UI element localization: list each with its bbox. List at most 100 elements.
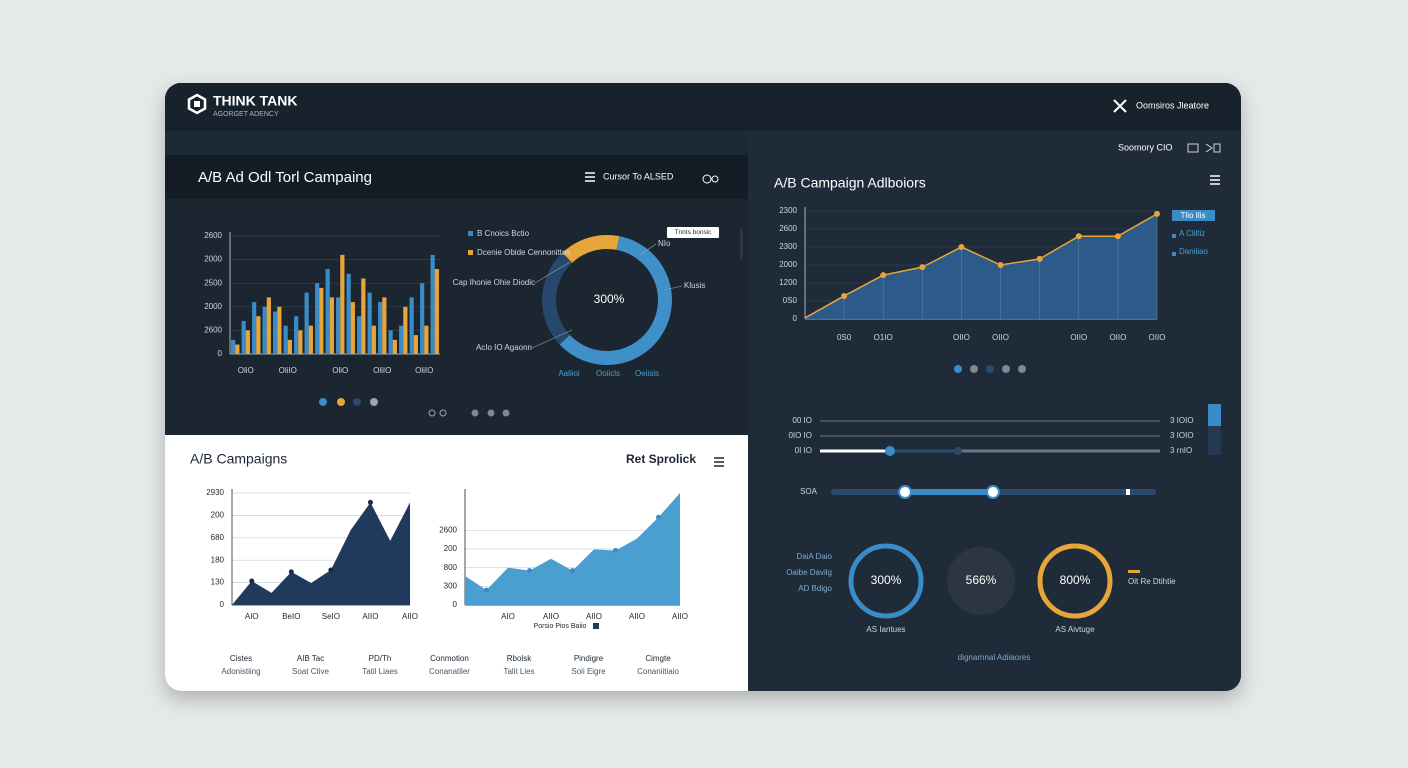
callout-line (534, 261, 571, 284)
bar (241, 320, 246, 354)
ring-legend: Oit Re Dtihtie (1128, 577, 1176, 586)
tagline: AGORGET ADENCY (213, 111, 279, 118)
filter[interactable]: Cursor To ALSED (603, 171, 674, 181)
dot[interactable] (319, 398, 327, 406)
x-tick-label: OIIO (992, 333, 1009, 342)
panel-title: A/B Campaigns (190, 451, 287, 467)
legend-swatch (1172, 252, 1176, 256)
legend-label: Daniiiao (1179, 247, 1208, 256)
panel-title: A/B Ad Odl Torl Campaing (198, 169, 372, 186)
menu-icon[interactable] (1210, 175, 1220, 185)
bar (252, 302, 257, 354)
bar (357, 316, 362, 354)
bar (424, 325, 429, 354)
legend-label: A Cliltiz (1179, 229, 1205, 238)
menu-icon[interactable] (714, 457, 724, 467)
point (328, 567, 334, 573)
scrollbar[interactable] (740, 228, 743, 260)
dot[interactable] (954, 365, 962, 373)
panel-action[interactable]: Ret Sprolick (626, 452, 696, 466)
dot[interactable] (970, 365, 978, 373)
x-tick-label: OIIO (1149, 333, 1166, 342)
donut-segment (559, 236, 672, 365)
dot[interactable] (337, 398, 345, 406)
slider-left: 0IO IO (788, 431, 812, 440)
callout: AcIo IO Agaonn (476, 343, 532, 352)
close-icon[interactable] (1113, 99, 1127, 113)
x-tick-label: OIIO (1070, 333, 1087, 342)
y-tick-label: 2600 (439, 525, 457, 534)
ring-value: 300% (871, 573, 902, 587)
x-tick-label: AIIO (629, 612, 645, 621)
dot[interactable] (353, 398, 361, 406)
icon[interactable] (702, 174, 712, 184)
range-knob[interactable] (986, 485, 1000, 499)
bar (388, 330, 393, 354)
bar (325, 269, 330, 354)
bar (262, 306, 267, 354)
y-tick-label: 800 (444, 563, 458, 572)
tooltip (667, 227, 719, 238)
y-tick-label: 2000 (204, 255, 222, 264)
dot[interactable] (1018, 365, 1026, 373)
carousel-dots[interactable] (319, 398, 510, 417)
carousel-dots[interactable] (954, 365, 1026, 373)
legend-swatch (1172, 234, 1176, 238)
header-action[interactable]: Oomsiros Jleatore (1136, 100, 1209, 110)
bar (346, 273, 351, 354)
y-tick-label: 200 (444, 544, 458, 553)
y-tick-label: 1200 (779, 278, 797, 287)
point (880, 272, 887, 279)
icon[interactable] (711, 175, 719, 183)
panel-title-bar (165, 155, 748, 199)
x-tick-label: AIIO (543, 612, 559, 621)
bar (336, 297, 341, 354)
legend-swatch (1128, 570, 1140, 573)
callout-line (531, 329, 573, 349)
y-tick-label: 2930 (206, 488, 224, 497)
side-tab[interactable] (1208, 404, 1221, 426)
y-tick-label: 2000 (204, 302, 222, 311)
dot[interactable] (370, 398, 378, 406)
area-legend: Porsio Pios Baiio (534, 623, 587, 630)
y-tick-label: 180 (211, 555, 225, 564)
slider-right: 3 rnIO (1170, 446, 1192, 455)
x-tick-label: AIIO (362, 612, 378, 621)
footer-text: Cistes (230, 654, 252, 663)
footer-text: Rbolsk (507, 654, 532, 663)
footer-text: Soii Eigre (571, 667, 606, 676)
point (613, 547, 618, 553)
x-tick-label: O1IO (874, 333, 893, 342)
icons[interactable] (1187, 143, 1221, 153)
y-tick-label: 2600 (779, 224, 797, 233)
slider-knob[interactable] (954, 447, 962, 455)
y-tick-label: 300 (444, 581, 458, 590)
x-tick-label: OIIO (953, 333, 970, 342)
dot[interactable] (439, 409, 447, 417)
point (288, 569, 294, 575)
point (527, 568, 532, 574)
legend-swatch (593, 623, 599, 629)
bar (382, 297, 387, 354)
panel-title: A/B Campaign Adlboiors (774, 175, 926, 191)
menu-icon[interactable] (585, 172, 595, 182)
subnav[interactable]: Soomory CIO (1118, 142, 1173, 152)
bar (319, 287, 324, 354)
dot[interactable] (471, 409, 479, 417)
slider-knob[interactable] (885, 446, 895, 456)
dot[interactable] (986, 365, 994, 373)
dot[interactable] (428, 409, 436, 417)
area (465, 493, 680, 605)
point (1154, 210, 1160, 217)
dot[interactable] (487, 409, 495, 417)
dot[interactable] (502, 409, 510, 417)
x-tick-label: AIO (245, 612, 259, 621)
x-tick-label: AIIO (672, 612, 688, 621)
callout: Klusis (684, 281, 705, 290)
dot[interactable] (1002, 365, 1010, 373)
callout: Cap Ihonie Ohie Diodic (453, 278, 535, 287)
ring-caption: AS Aivtuge (1055, 625, 1095, 634)
range-knob[interactable] (898, 485, 912, 499)
point (570, 568, 575, 574)
